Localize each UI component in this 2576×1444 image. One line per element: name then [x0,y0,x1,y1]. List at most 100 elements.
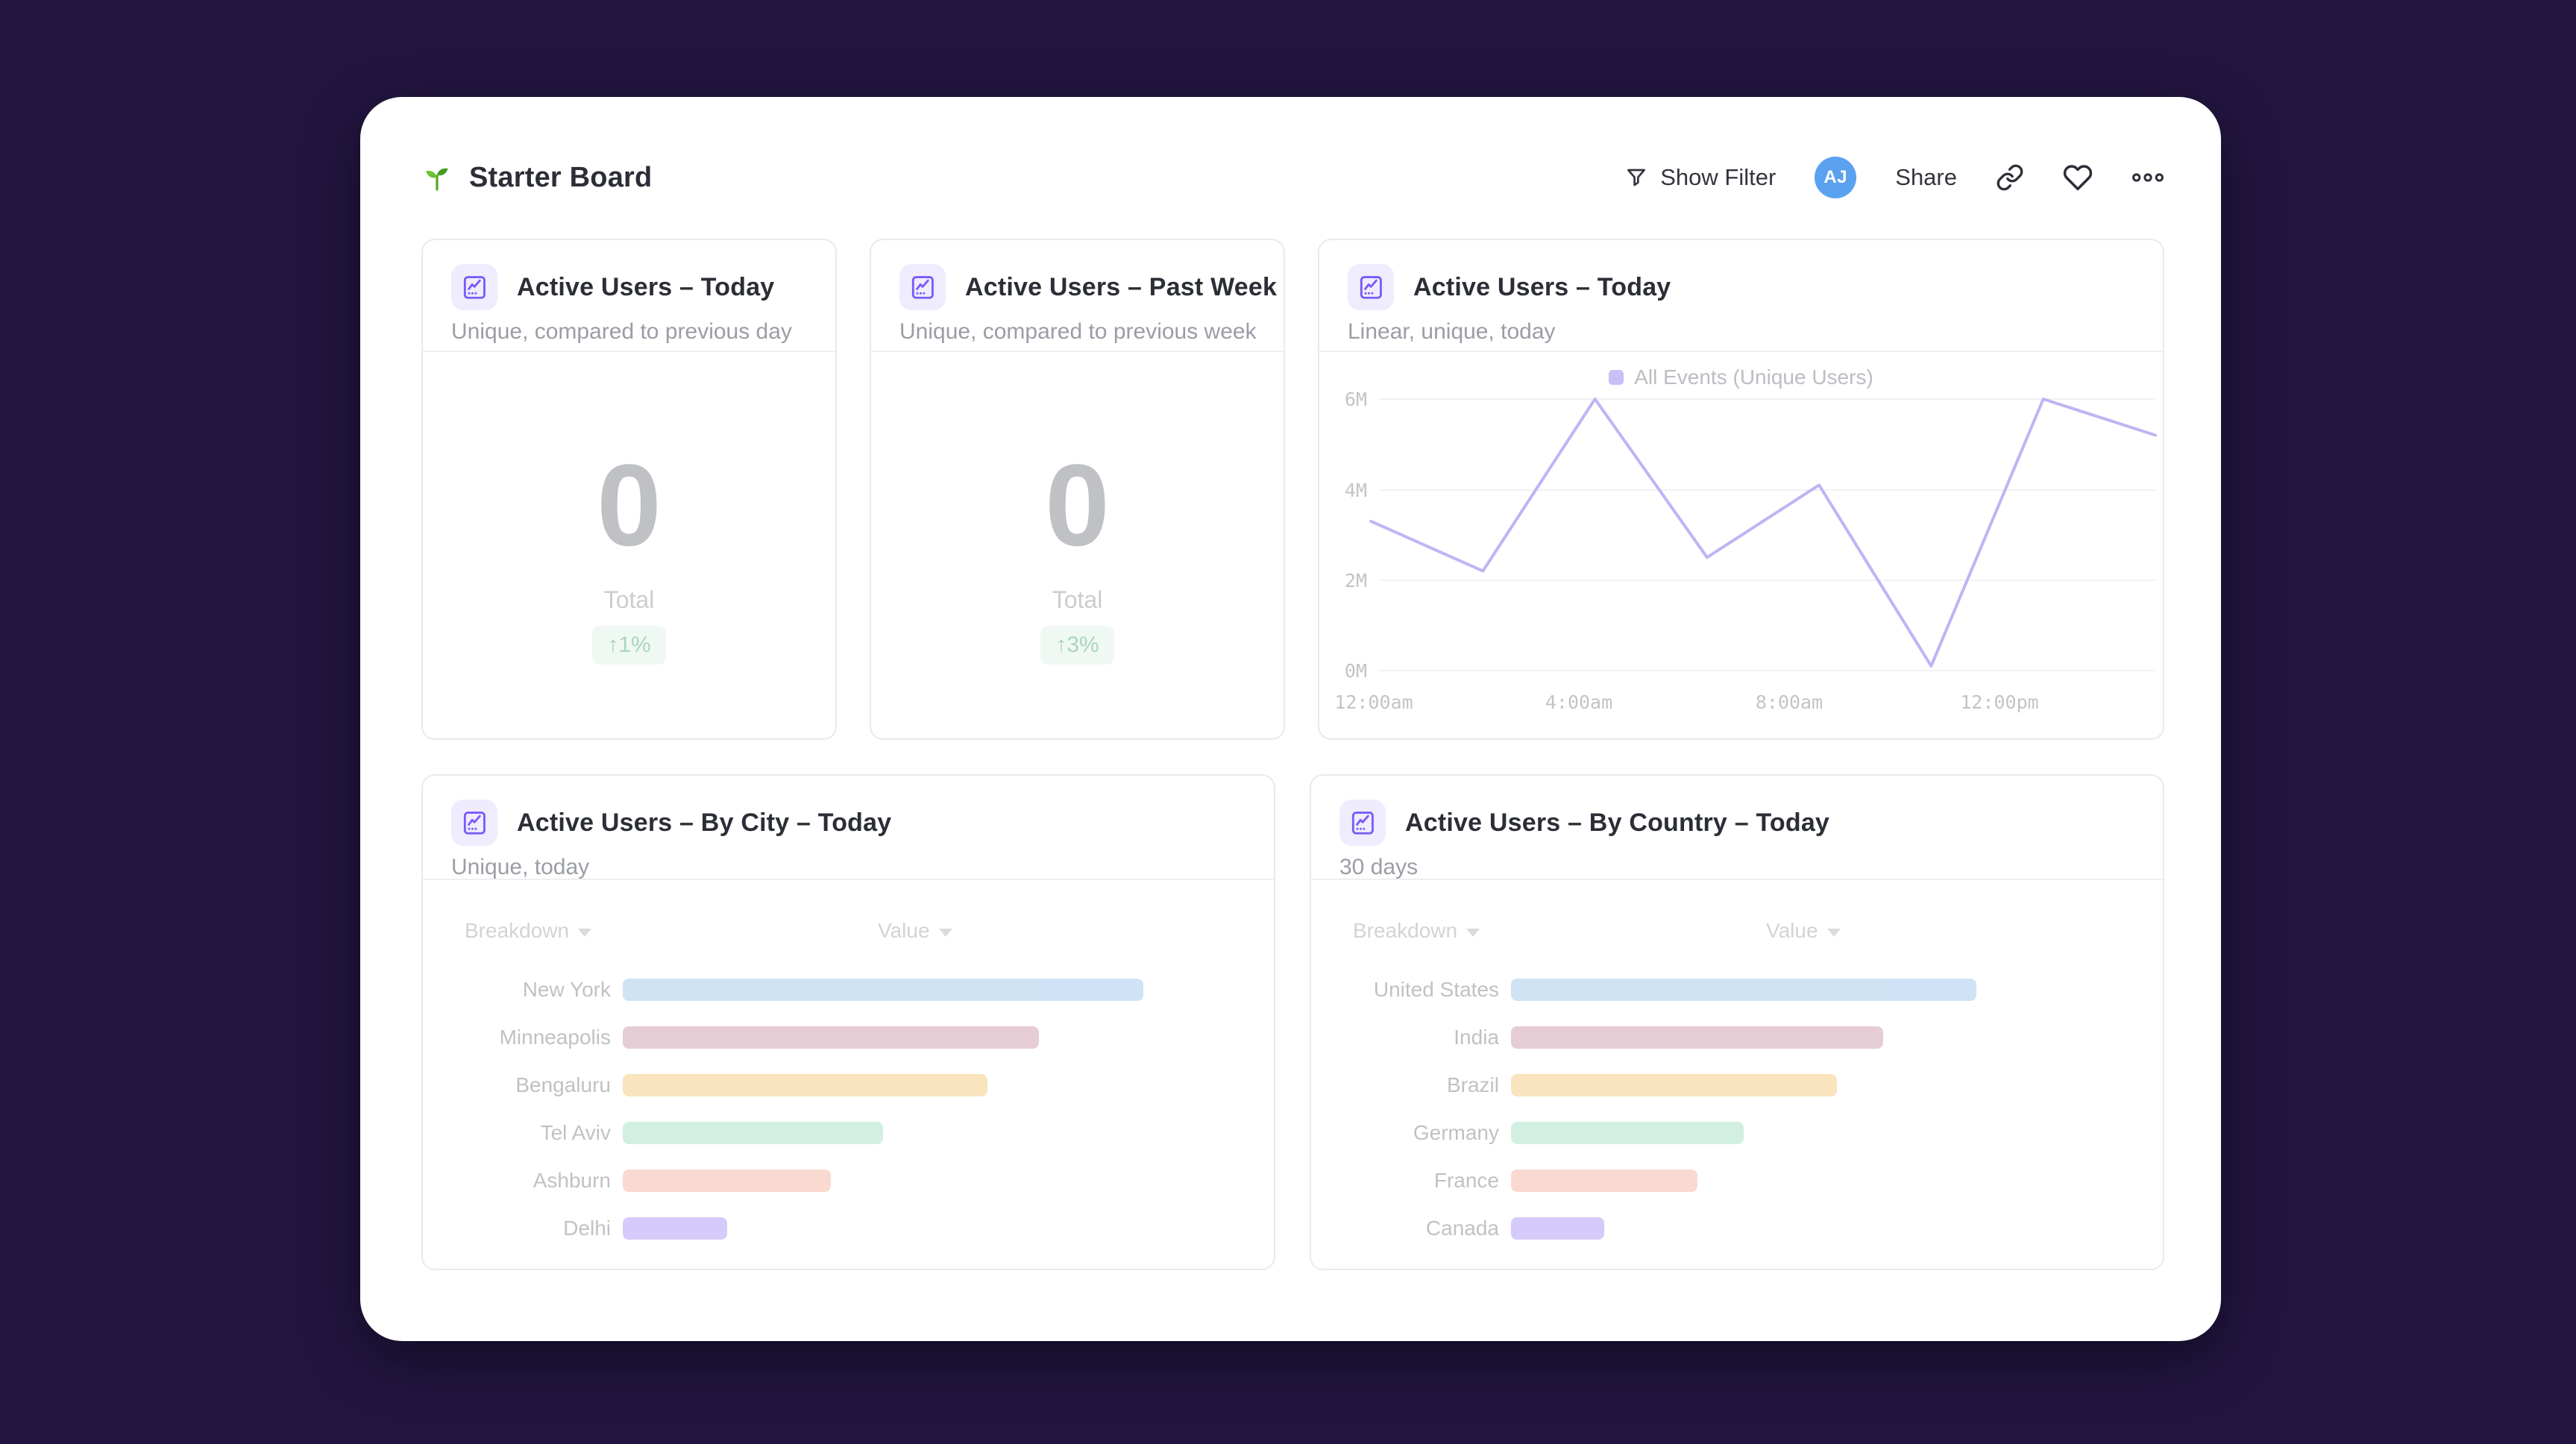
breakdown-bar [1511,979,1976,1001]
breakdown-bar [623,1074,987,1096]
breakdown-bar-track [623,1122,1143,1144]
column-header-value[interactable]: Value [878,919,952,943]
legend-label: All Events (Unique Users) [1634,365,1873,389]
card-header: Active Users – Today Unique, compared to… [423,240,835,352]
chevron-down-icon [1826,928,1841,937]
table-row: Delhi [451,1205,1245,1252]
column-label: Breakdown [465,919,570,942]
breakdown-bar-track [623,979,1143,1001]
breakdown-bar [1511,1074,1837,1096]
y-tick: 0M [1345,660,1367,682]
copy-link-button[interactable] [1996,163,2024,192]
board-header: Starter Board Show Filter AJ Share [421,140,2164,215]
y-tick: 4M [1345,480,1367,501]
card-title: Active Users – Today [1413,272,1671,301]
table-header: Breakdown Value [451,919,1245,943]
breakdown-bar-track [623,1217,1143,1240]
column-label: Breakdown [1353,919,1458,942]
card-active-users-by-city[interactable]: Active Users – By City – Today Unique, t… [421,774,1275,1270]
card-active-users-by-country[interactable]: Active Users – By Country – Today 30 day… [1310,774,2164,1270]
card-header: Active Users – Past Week Unique, compare… [871,240,1284,352]
card-title: Active Users – By City – Today [517,808,892,837]
line-chart-icon [1339,800,1386,846]
x-tick: 4:00am [1545,691,1612,713]
chevron-down-icon [1466,928,1480,937]
table-row: Minneapolis [451,1014,1245,1061]
card-header: Active Users – Today Linear, unique, tod… [1319,240,2163,352]
avatar[interactable]: AJ [1815,157,1857,198]
breakdown-bar-track [623,1026,1143,1049]
breakdown-bar [623,1217,727,1240]
card-header: Active Users – By City – Today Unique, t… [423,776,1274,880]
card-active-users-today[interactable]: Active Users – Today Unique, compared to… [421,239,837,740]
board-title-wrap: Starter Board [421,162,652,194]
column-header-breakdown[interactable]: Breakdown [1353,919,1480,943]
card-title: Active Users – Today [517,272,775,301]
breakdown-label: India [1454,1026,1499,1049]
page-title: Starter Board [469,161,653,193]
total-label: Total [1052,586,1103,613]
total-value: 0 [597,441,662,571]
table-row: New York [451,966,1245,1014]
breakdown-label: New York [522,978,611,1001]
table-row: Germany [1339,1109,2134,1157]
breakdown-bar [623,1122,883,1144]
breakdown-label: Minneapolis [499,1026,611,1049]
breakdown-label: Brazil [1446,1073,1499,1096]
metric-content: 0 Total ↑3% [871,352,1284,738]
more-options-button[interactable] [2132,163,2164,192]
card-header: Active Users – By Country – Today 30 day… [1311,776,2163,880]
heart-icon [2063,165,2093,191]
chart-legend: All Events (Unique Users) [1319,365,2163,389]
card-subtitle: Unique, compared to previous week [899,319,1257,344]
favorite-button[interactable] [2063,163,2093,192]
breakdown-label: France [1433,1169,1499,1192]
breakdown-bar [1511,1122,1744,1144]
link-icon [1997,164,2023,191]
line-chart-icon [451,800,497,846]
breakdown-table: Breakdown Value United States [1311,880,2163,1269]
breakdown-bar-track [623,1170,1143,1192]
breakdown-bar-track [1511,1122,1976,1144]
table-row: Canada [1339,1205,2134,1252]
column-header-value[interactable]: Value [1766,919,1841,943]
metric-content: 0 Total ↑1% [423,352,835,738]
filter-icon [1627,169,1646,186]
y-tick: 6M [1345,389,1367,410]
card-active-users-past-week[interactable]: Active Users – Past Week Unique, compare… [870,239,1285,740]
breakdown-label: Germany [1413,1121,1499,1144]
column-label: Value [878,919,930,942]
breakdown-label: Ashburn [533,1169,611,1192]
share-button[interactable]: Share [1895,164,1957,190]
card-active-users-today-chart[interactable]: Active Users – Today Linear, unique, tod… [1318,239,2164,740]
more-options-icon [2132,173,2164,182]
sprout-icon [426,168,448,191]
breakdown-rows: New York Minneapolis [451,966,1245,1252]
table-row: Bengaluru [451,1061,1245,1109]
breakdown-bar [623,1170,832,1192]
total-label: Total [603,586,655,613]
legend-swatch [1609,370,1624,385]
chevron-down-icon [938,928,952,937]
breakdown-bar-track [623,1074,1143,1096]
breakdown-rows: United States India [1339,966,2134,1252]
table-row: United States [1339,966,2134,1014]
breakdown-bar [623,1026,1040,1049]
table-row: Brazil [1339,1061,2134,1109]
column-header-breakdown[interactable]: Breakdown [465,919,592,943]
x-tick: 8:00am [1756,691,1823,713]
line-chart-icon [451,264,497,310]
breakdown-bar [1511,1217,1604,1240]
table-row: Tel Aviv [451,1109,1245,1157]
card-title: Active Users – By Country – Today [1405,808,1830,837]
breakdown-label: Delhi [563,1217,611,1240]
dashboard-board: Starter Board Show Filter AJ Share [360,97,2221,1341]
breakdown-bar-track [1511,979,1976,1001]
breakdown-label: Tel Aviv [540,1121,611,1144]
breakdown-bar-track [1511,1026,1976,1049]
breakdown-label: United States [1373,978,1499,1001]
breakdown-label: Bengaluru [515,1073,611,1096]
breakdown-table: Breakdown Value New York [423,880,1274,1269]
show-filter-button[interactable]: Show Filter [1624,164,1776,191]
chevron-down-icon [578,928,592,937]
